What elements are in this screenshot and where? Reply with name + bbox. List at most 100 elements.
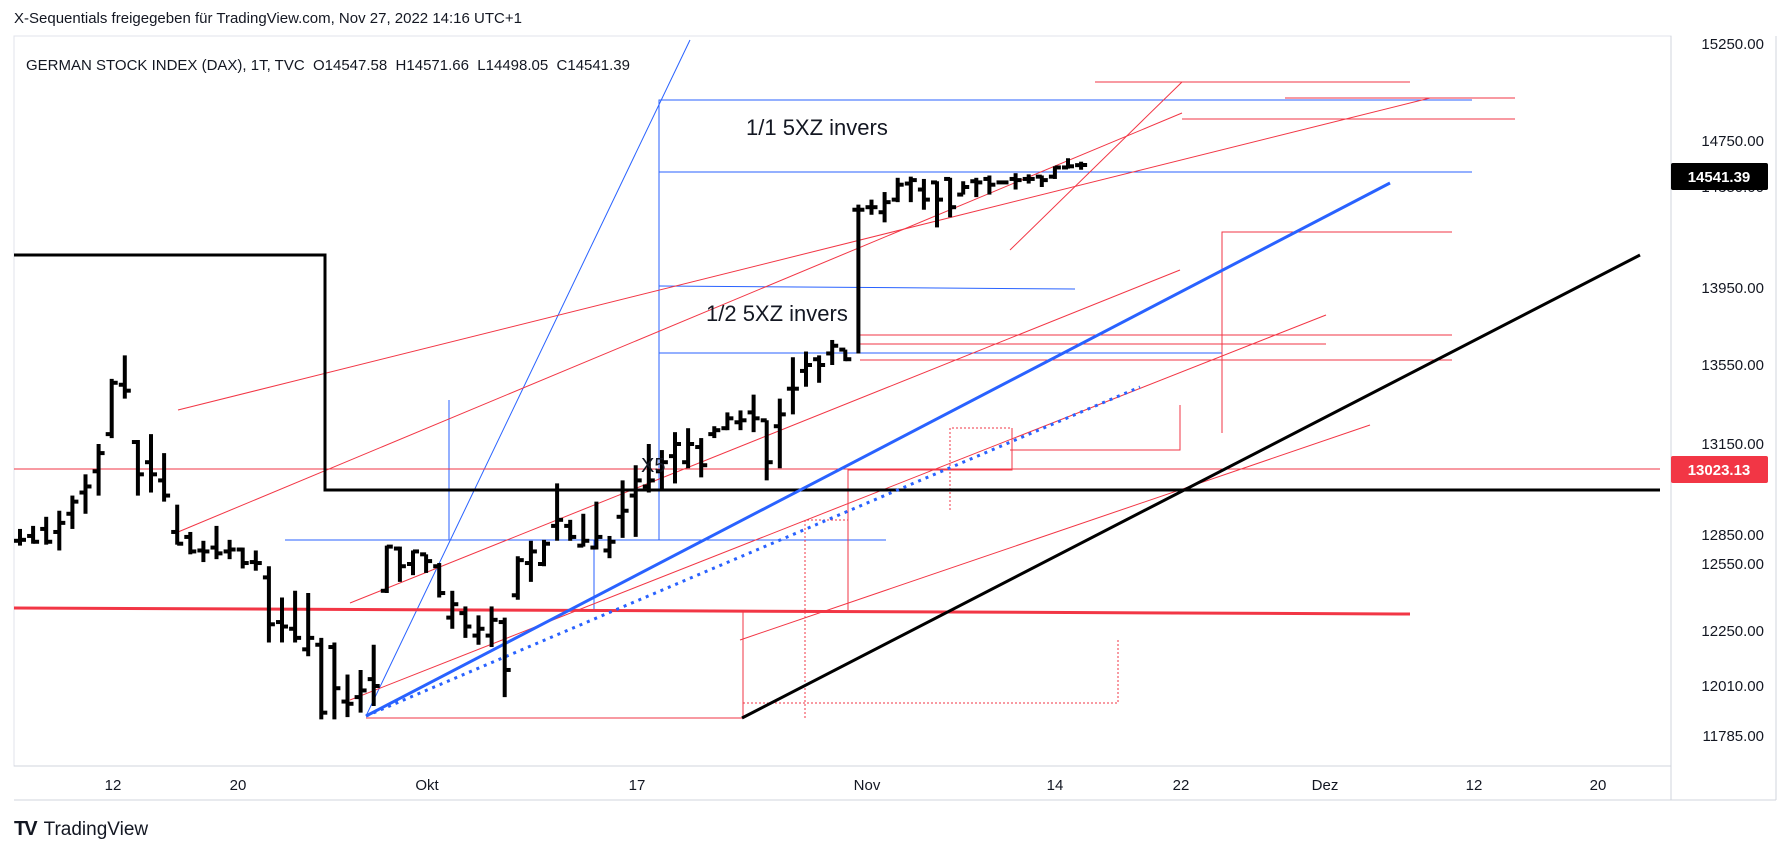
price-tick-label: 14750.00 xyxy=(1701,133,1764,150)
blue-fan-line xyxy=(365,39,691,717)
ohlc-bar xyxy=(354,669,367,713)
annotation-x5: X5 xyxy=(641,455,665,477)
annotation-target-full: 1/1 5XZ invers xyxy=(746,115,888,140)
price-tick-label: 12250.00 xyxy=(1701,623,1764,640)
ohlc-bar xyxy=(983,175,996,195)
time-axis[interactable]: 12 20 Okt 17 Nov 14 22 Dez 12 20 xyxy=(105,777,1607,794)
ohlc-bar xyxy=(813,355,826,383)
ohlc-bar xyxy=(642,444,655,493)
ohlc-bar xyxy=(865,199,878,215)
blue-trend-line xyxy=(365,181,1391,718)
ohlc-bar xyxy=(996,180,1009,185)
ohlc-bar xyxy=(367,644,380,706)
level-price-tag-text: 13023.13 xyxy=(1688,462,1751,479)
ohlc-bar xyxy=(590,501,603,550)
red-drawings xyxy=(14,81,1660,719)
ohlc-bar xyxy=(970,177,983,198)
ohlc-bar xyxy=(682,428,695,469)
red-dotted-box-low xyxy=(743,640,1119,704)
time-tick-label: 14 xyxy=(1047,777,1064,794)
ohlc-bar xyxy=(695,438,708,478)
price-tick-label: 12850.00 xyxy=(1701,527,1764,544)
ohlc-bar xyxy=(564,519,577,541)
price-tick-label: 11785.00 xyxy=(1703,728,1764,745)
ohlc-bar xyxy=(315,637,328,720)
ohlc-bar xyxy=(249,550,262,571)
last-price-tag-text: 14541.39 xyxy=(1688,169,1751,186)
ohlc-bar xyxy=(341,674,354,718)
last-price-tag-bg xyxy=(1671,163,1768,190)
time-tick-label: Nov xyxy=(854,777,881,794)
ohlc-bar xyxy=(393,546,406,582)
ohlc-bar xyxy=(891,177,904,203)
red-channel-5 xyxy=(739,424,1371,641)
time-tick-label: 20 xyxy=(230,777,247,794)
ohlc-bar xyxy=(79,474,92,514)
red-box-right xyxy=(1221,231,1452,433)
time-tick-label: 17 xyxy=(629,777,646,794)
ohlc-bar xyxy=(53,510,66,551)
ohlc-bar xyxy=(289,590,302,643)
ohlc-bar xyxy=(105,378,118,439)
ohlc-bar xyxy=(262,566,275,643)
ohlc-bar xyxy=(459,606,472,638)
target-11-box xyxy=(658,99,1472,540)
ohlc-bar xyxy=(27,525,40,544)
ohlc-bar xyxy=(131,440,144,496)
ohlc-bar xyxy=(655,450,668,490)
level-price-tag-bg xyxy=(1671,456,1768,483)
time-tick-label: Dez xyxy=(1312,777,1339,794)
tradingview-logo[interactable]: TV TradingView xyxy=(14,818,148,841)
ohlc-bar xyxy=(878,192,891,223)
annotation-target-half: 1/2 5XZ invers xyxy=(706,301,848,326)
ohlc-bar xyxy=(538,539,550,567)
ohlc-bar xyxy=(669,432,681,484)
ohlc-bar xyxy=(904,176,917,203)
ohlc-bar xyxy=(328,642,341,720)
ohlc-bar xyxy=(708,426,721,439)
ohlc-bar xyxy=(1035,174,1048,187)
ohlc-bar xyxy=(420,552,433,573)
price-tick-label: 12550.00 xyxy=(1701,556,1764,573)
ohlc-bar xyxy=(66,495,79,529)
red-steep-line xyxy=(1009,81,1183,251)
plot-frame xyxy=(13,35,1672,767)
ohlc-bar xyxy=(786,357,799,415)
red-box-mid xyxy=(1010,405,1181,451)
price-tick-label: 12010.00 xyxy=(1701,678,1764,695)
ohlc-bar xyxy=(446,590,459,629)
target-line-mid xyxy=(658,285,1076,290)
ohlc-bar xyxy=(380,544,393,594)
ohlc-bar xyxy=(197,540,210,563)
time-tick-label: Okt xyxy=(415,777,439,794)
ohlc-bar xyxy=(223,539,236,560)
ohlc-bar xyxy=(931,180,943,228)
ohlc-bar xyxy=(826,339,839,365)
red-channel-top xyxy=(177,97,1431,411)
ohlc-bar xyxy=(800,351,812,387)
price-axis[interactable]: 15250.0014750.0014350.0013950.0013550.00… xyxy=(1701,36,1764,745)
red-bottom-box xyxy=(366,610,744,719)
ohlc-bar xyxy=(734,410,747,431)
ohlc-bar xyxy=(145,434,157,493)
black-trend-line xyxy=(741,253,1641,720)
ohlc-bar xyxy=(236,547,249,569)
time-tick-label: 22 xyxy=(1173,777,1190,794)
ohlc-bar xyxy=(210,525,223,560)
ohlc-bar xyxy=(184,531,197,555)
ohlc-bar xyxy=(721,412,734,431)
red-dotted xyxy=(743,427,1119,718)
ohlc-bar xyxy=(433,563,446,598)
ohlc-bar xyxy=(472,615,485,645)
tv-logo-icon: TV xyxy=(14,818,38,840)
ohlc-series xyxy=(14,158,1088,720)
red-dotted-box-mid xyxy=(949,427,1012,510)
ohlc-bar xyxy=(839,347,852,362)
black-step-line xyxy=(14,253,1660,492)
ohlc-bar xyxy=(1062,158,1074,170)
ohlc-bar xyxy=(498,617,511,698)
red-support-line xyxy=(13,606,1411,616)
ohlc-bar xyxy=(302,593,315,657)
